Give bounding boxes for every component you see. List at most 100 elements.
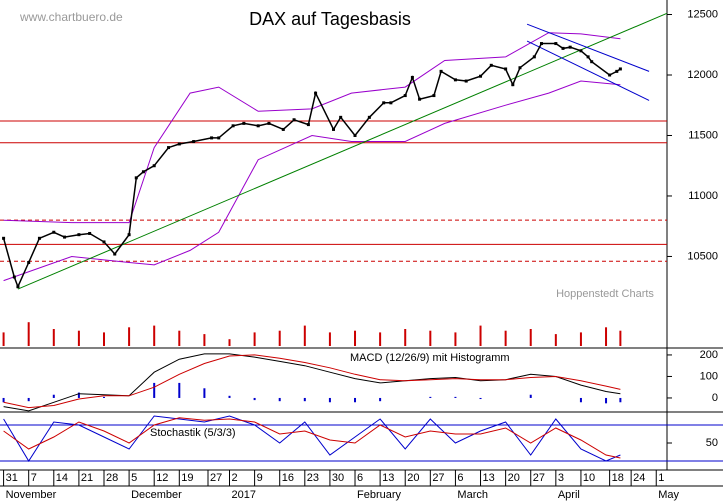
histogram-bar [153, 382, 156, 398]
price-point [590, 60, 594, 64]
month-label: April [558, 489, 580, 501]
price-point [615, 69, 619, 73]
volume-bar [379, 332, 382, 346]
histogram-bar [429, 396, 432, 398]
x-tick-label: 27 [210, 472, 222, 484]
macd-line [3, 354, 621, 409]
price-point [418, 97, 422, 101]
price-point [127, 233, 131, 237]
x-tick-label: 9 [257, 472, 263, 484]
price-point [367, 115, 371, 119]
x-tick-label: 13 [483, 472, 495, 484]
x-tick-label: 31 [6, 472, 18, 484]
x-tick-label: 13 [382, 472, 394, 484]
price-point [141, 170, 145, 174]
x-tick-label: 7 [31, 472, 37, 484]
volume-bar [178, 330, 181, 346]
x-tick-label: 6 [357, 472, 363, 484]
price-point [2, 236, 6, 240]
price-point [539, 42, 543, 46]
price-point [618, 67, 622, 71]
price-point [256, 124, 260, 128]
histogram-bar [605, 397, 608, 404]
price-point [353, 133, 357, 137]
price-point [568, 45, 572, 49]
price-point [267, 121, 271, 125]
price-point [561, 46, 565, 50]
price-point [410, 75, 414, 79]
histogram-bar [454, 396, 457, 398]
histogram-bar [178, 382, 181, 398]
volume-bar [253, 332, 256, 346]
volume-bar [2, 332, 5, 346]
price-point [77, 233, 81, 237]
trend-line [526, 40, 650, 101]
x-tick-label: 6 [457, 472, 463, 484]
chart-title: DAX auf Tagesbasis [249, 9, 411, 29]
macd-line [3, 353, 621, 412]
histogram-bar [253, 397, 256, 401]
month-label: December [131, 489, 182, 501]
bollinger-lower [3, 80, 621, 282]
price-point [152, 164, 156, 168]
price-point [518, 66, 522, 70]
price-point [52, 230, 56, 234]
volume-bar [619, 330, 622, 346]
volume-bar [27, 322, 30, 346]
stochastic-line [3, 415, 621, 462]
price-point [479, 74, 483, 78]
x-tick-label: 14 [56, 472, 68, 484]
x-tick-label: 12 [156, 472, 168, 484]
price-point [88, 231, 92, 235]
x-tick-label: 19 [181, 472, 193, 484]
y-tick-label: 100 [700, 370, 718, 382]
price-point [231, 124, 235, 128]
histogram-bar [27, 397, 30, 402]
volume-bar [454, 332, 457, 346]
price-point [579, 49, 583, 53]
histogram-bar [278, 397, 281, 402]
price-point [292, 118, 296, 122]
volume-bar [203, 334, 206, 346]
volume-bar [153, 325, 156, 346]
y-tick-label: 10500 [687, 250, 718, 262]
stochastic-title: Stochastik (5/3/3) [150, 427, 236, 439]
month-label: November [6, 489, 57, 501]
volume-bar [404, 329, 407, 346]
histogram-bar [354, 397, 357, 403]
month-label: March [457, 489, 488, 501]
month-label: February [357, 489, 402, 501]
price-point [134, 176, 138, 180]
volume-bar [278, 330, 281, 346]
y-tick-label: 12500 [687, 8, 718, 20]
x-tick-label: 21 [81, 472, 93, 484]
y-tick-label: 11500 [688, 129, 718, 141]
y-tick-label: 12000 [687, 69, 718, 81]
price-point [12, 275, 16, 279]
volume-bar [354, 330, 357, 346]
price-point [37, 236, 41, 240]
trend-line [17, 12, 668, 290]
price-point [432, 94, 436, 98]
month-label: 2017 [232, 489, 256, 501]
price-point [586, 55, 590, 59]
x-tick-label: 2 [232, 472, 238, 484]
histogram-bar [479, 397, 482, 400]
x-tick-label: 20 [407, 472, 419, 484]
histogram-bar [379, 397, 382, 402]
price-point [464, 79, 468, 83]
volume-bar [77, 330, 80, 346]
price-point [403, 94, 407, 98]
histogram-bar [102, 396, 105, 398]
price-point [242, 121, 246, 125]
volume-bar [52, 329, 55, 346]
price-point [554, 42, 558, 46]
x-tick-label: 10 [583, 472, 595, 484]
x-tick-label: 5 [131, 472, 137, 484]
price-point [504, 67, 508, 71]
x-tick-label: 24 [633, 472, 645, 484]
price-point [210, 136, 214, 140]
watermark: www.chartbuero.de [19, 10, 123, 24]
volume-bar [128, 327, 131, 346]
